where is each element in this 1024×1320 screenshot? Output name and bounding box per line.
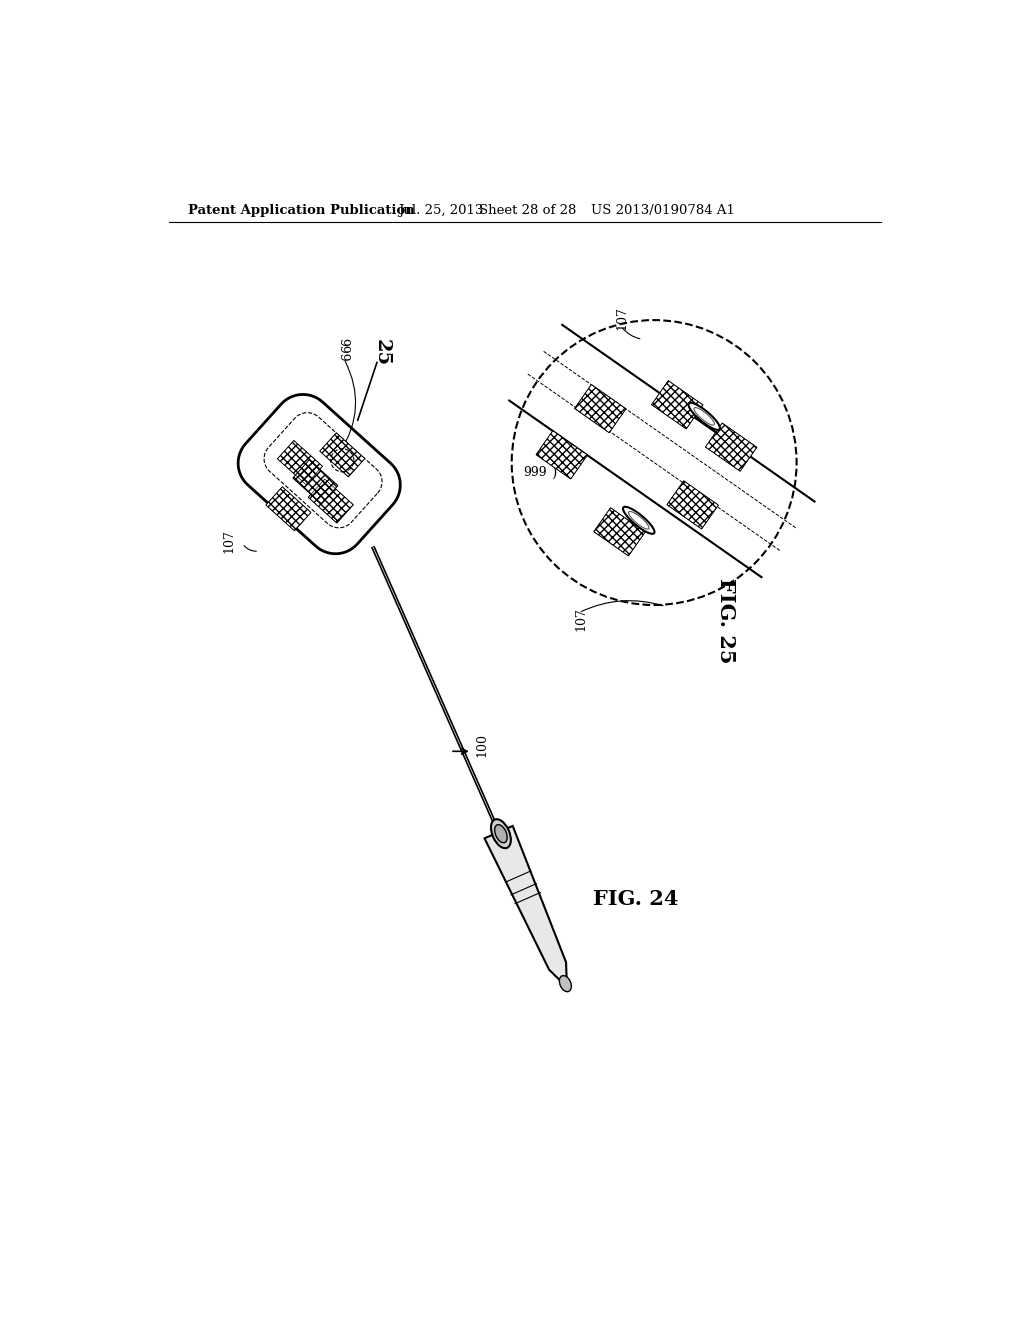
Text: Sheet 28 of 28: Sheet 28 of 28 bbox=[478, 205, 575, 218]
Ellipse shape bbox=[495, 825, 507, 842]
Ellipse shape bbox=[490, 820, 511, 849]
Text: 100: 100 bbox=[475, 733, 488, 758]
Text: FIG. 24: FIG. 24 bbox=[593, 890, 678, 909]
Polygon shape bbox=[574, 384, 626, 433]
Polygon shape bbox=[308, 479, 353, 523]
Text: 107: 107 bbox=[574, 607, 588, 631]
Text: 999: 999 bbox=[336, 338, 349, 362]
Text: Patent Application Publication: Patent Application Publication bbox=[188, 205, 415, 218]
Polygon shape bbox=[484, 826, 567, 987]
Text: 999: 999 bbox=[523, 466, 547, 479]
Text: 25: 25 bbox=[373, 339, 391, 366]
Text: Jul. 25, 2013: Jul. 25, 2013 bbox=[398, 205, 484, 218]
Polygon shape bbox=[623, 507, 654, 533]
Polygon shape bbox=[239, 395, 400, 553]
Polygon shape bbox=[319, 433, 365, 477]
Polygon shape bbox=[706, 422, 757, 471]
Text: 107: 107 bbox=[615, 306, 629, 330]
Polygon shape bbox=[536, 430, 588, 479]
Polygon shape bbox=[688, 403, 720, 430]
Polygon shape bbox=[293, 459, 338, 504]
Polygon shape bbox=[278, 441, 323, 484]
Polygon shape bbox=[266, 487, 311, 531]
Ellipse shape bbox=[559, 975, 571, 991]
Text: ): ) bbox=[551, 466, 556, 479]
Text: FIG. 25: FIG. 25 bbox=[716, 578, 736, 663]
Polygon shape bbox=[594, 508, 645, 556]
Polygon shape bbox=[667, 480, 719, 529]
Text: 107: 107 bbox=[222, 529, 236, 553]
Text: US 2013/0190784 A1: US 2013/0190784 A1 bbox=[591, 205, 735, 218]
Polygon shape bbox=[651, 380, 703, 429]
